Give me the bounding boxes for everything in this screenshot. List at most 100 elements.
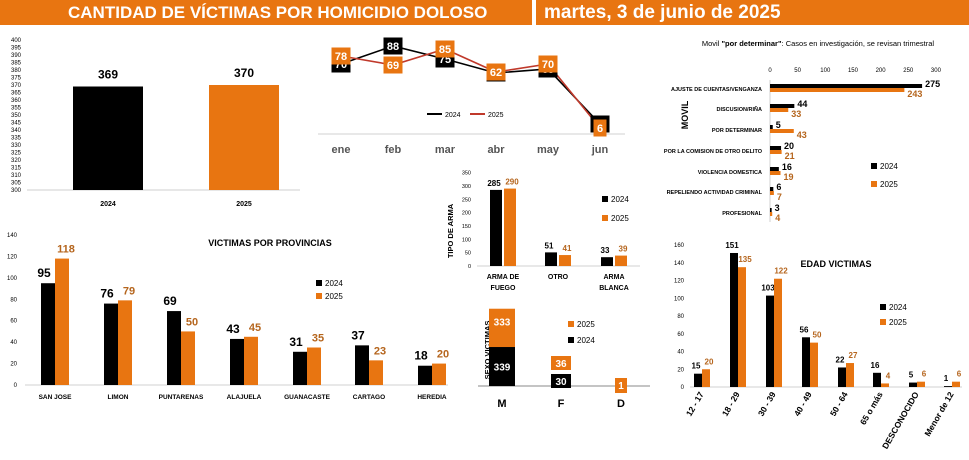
- provincias-category-label: PUNTARENAS: [159, 394, 204, 401]
- provincias-bar-2025: [432, 363, 446, 385]
- totales-ytick-label: 345: [11, 121, 22, 127]
- movil-bar-2024: [770, 125, 773, 129]
- arma-bar-2025: [559, 255, 571, 266]
- edad-ytick-label: 80: [677, 314, 684, 320]
- arma-legend-label-2025: 2025: [611, 214, 629, 223]
- sexo-data-label-2025: 36: [555, 359, 567, 370]
- movil-bar-2025: [770, 108, 789, 112]
- movil-data-label-2024: 44: [797, 99, 807, 109]
- provincias-category-label: LIMON: [108, 394, 129, 401]
- movil-title-part: "por determinar": [721, 39, 781, 48]
- sexo-category-label: F: [558, 398, 565, 410]
- movil-bar-2024: [770, 167, 779, 171]
- totales-ytick-label: 330: [11, 143, 22, 149]
- report-date-banner: martes, 3 de junio de 2025: [536, 0, 969, 25]
- movil-xtick-label: 50: [794, 68, 801, 74]
- edad-ytick-label: 140: [674, 261, 685, 267]
- arma-y-axis-title: TIPO DE ARMA: [446, 203, 455, 258]
- provincias-bar-2024: [418, 365, 432, 385]
- mensual-month-label: may: [537, 144, 560, 156]
- provincias-category-label: ALAJUELA: [227, 394, 262, 401]
- mensual-data-label-2025: 69: [387, 60, 399, 72]
- totales-ytick-label: 320: [11, 158, 22, 164]
- provincias-bar-2024: [104, 303, 118, 385]
- movil-y-axis-title: MOVIL: [680, 100, 690, 129]
- edad-category-label: 50 - 64: [828, 390, 850, 418]
- edad-ytick-label: 60: [677, 332, 684, 338]
- provincias-bar-2024: [293, 351, 307, 385]
- sexo-data-label-2024: 339: [494, 363, 511, 374]
- arma-category-label: FUEGO: [491, 285, 516, 292]
- mensual-month-label: mar: [435, 144, 456, 156]
- edad-bar-2024: [838, 367, 846, 387]
- movil-data-label-2024: 275: [925, 79, 940, 89]
- sexo-category-label: D: [617, 398, 625, 410]
- provincias-bar-2025: [244, 336, 258, 385]
- movil-data-label-2025: 7: [777, 192, 782, 202]
- edad-bar-2024: [766, 295, 774, 387]
- totales-bar-2024: [73, 86, 143, 190]
- movil-data-label-2025: 33: [791, 109, 801, 119]
- movil-title-part: : Casos en investigación, se revisan tri…: [782, 39, 935, 48]
- movil-category-label: DISCUSION/RIÑA: [716, 106, 762, 113]
- provincias-bar-2024: [41, 283, 55, 385]
- movil-xtick-label: 200: [876, 68, 887, 74]
- sexo-legend-swatch-2025: [568, 321, 574, 327]
- arma-ytick-label: 200: [462, 211, 471, 217]
- edad-bar-2025: [917, 381, 925, 387]
- edad-data-label-2024: 56: [800, 325, 809, 334]
- movil-bar-2025: [770, 212, 773, 216]
- edad-ytick-label: 100: [674, 296, 685, 302]
- movil-bar-2024: [770, 84, 923, 88]
- mensual-data-label-2025: 70: [542, 59, 554, 71]
- totales-ytick-label: 335: [11, 136, 22, 142]
- movil-category-label: PROFESIONAL: [722, 211, 762, 217]
- report-title-banner: CANTIDAD DE VÍCTIMAS POR HOMICIDIO DOLOS…: [0, 0, 532, 25]
- edad-data-label-2025: 6: [922, 370, 927, 379]
- edad-ytick-label: 40: [677, 350, 684, 356]
- mensual-point-2025: [538, 55, 558, 73]
- sexo-data-label-2024: 30: [555, 377, 567, 388]
- arma-ytick-label: 50: [465, 251, 471, 257]
- totales-ytick-label: 325: [11, 151, 22, 157]
- provincias-data-label-2025: 20: [437, 349, 449, 361]
- edad-bar-2025: [702, 369, 710, 387]
- mensual-point-2025: [593, 119, 607, 137]
- totales-ytick-label: 395: [11, 46, 22, 52]
- arma-legend-swatch-2024: [602, 196, 608, 202]
- movil-title-part: Movil: [702, 39, 722, 48]
- edad-bar-2025: [810, 342, 818, 387]
- arma-category-label: ARMA: [604, 274, 625, 281]
- edad-category-label: 30 - 39: [756, 390, 778, 418]
- edad-data-label-2025: 27: [849, 351, 858, 360]
- arma-data-label-2024: 285: [487, 179, 501, 188]
- sexo-legend-label-2025: 2025: [577, 320, 595, 329]
- provincias-bar-2024: [355, 345, 369, 385]
- movil-category-label: AJUSTE DE CUENTAS/VENGANZA: [671, 87, 762, 93]
- edad-ytick-label: 0: [681, 385, 685, 391]
- provincias-bar-2025: [307, 347, 321, 385]
- provincias-legend-swatch-2024: [316, 280, 322, 286]
- provincias-title: VICTIMAS POR PROVINCIAS: [208, 238, 332, 248]
- mensual-line-2024: [340, 45, 601, 125]
- totales-ytick-label: 340: [11, 128, 22, 134]
- edad-data-label-2024: 22: [836, 355, 845, 364]
- edad-legend-label-2024: 2024: [889, 303, 907, 312]
- arma-bar-2024: [601, 257, 613, 266]
- provincias-legend-label-2024: 2024: [325, 279, 343, 288]
- sexo-label-box-2025: [551, 356, 571, 370]
- provincias-data-label-2025: 79: [123, 285, 135, 297]
- movil-data-label-2025: 4: [775, 213, 780, 223]
- edad-legend-swatch-2024: [880, 304, 886, 310]
- movil-category-label: VIOLENCIA DOMESTICA: [698, 170, 762, 176]
- mensual-point-2025: [331, 47, 351, 65]
- totales-data-label-2025: 370: [234, 66, 254, 80]
- totales-bar-2025: [209, 85, 279, 190]
- edad-data-label-2025: 20: [705, 357, 714, 366]
- arma-ytick-label: 250: [462, 197, 471, 203]
- provincias-data-label-2025: 118: [57, 244, 75, 256]
- edad-data-label-2024: 1: [944, 374, 949, 383]
- movil-xtick-label: 100: [820, 68, 831, 74]
- provincias-ytick-label: 40: [10, 340, 17, 346]
- arma-bar-2024: [490, 189, 502, 266]
